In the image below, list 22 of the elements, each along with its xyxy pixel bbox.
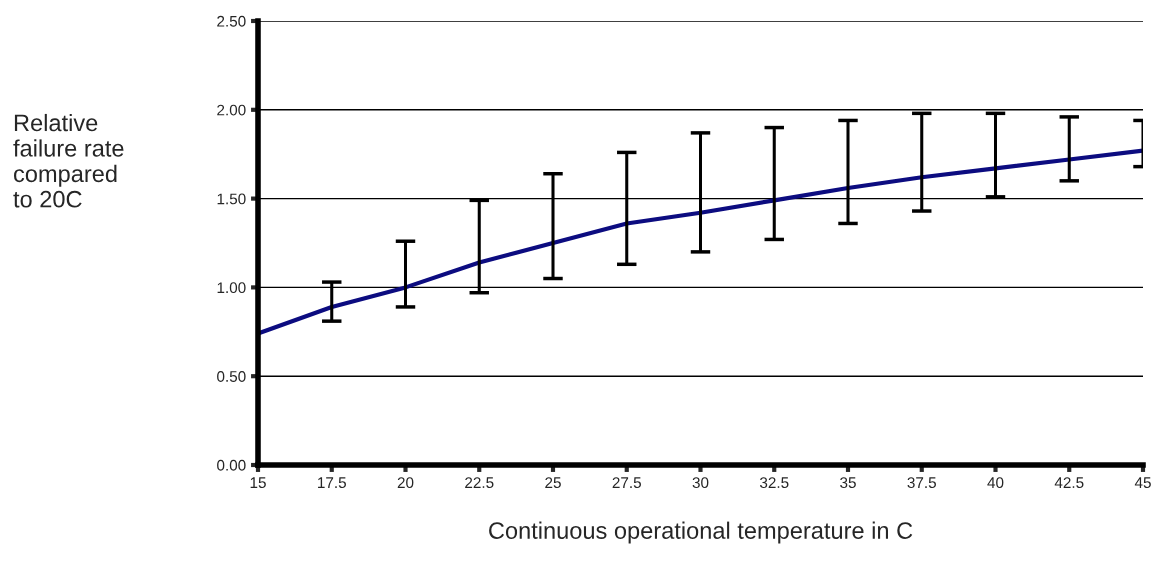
- x-tick-label: 37.5: [907, 477, 936, 489]
- x-axis-title: Continuous operational temperature in C: [489, 521, 913, 544]
- y-tick-label: 2.50: [217, 15, 246, 27]
- y-tick-label: 2.00: [217, 104, 246, 116]
- x-tick-label: 30: [692, 477, 709, 489]
- x-tick-label: 40: [987, 477, 1004, 489]
- x-tick-label: 17.5: [318, 477, 346, 489]
- x-tick-label: 20: [397, 477, 414, 489]
- y-tick-label: 1.50: [217, 193, 246, 205]
- x-tick-label: 35: [840, 477, 856, 489]
- y-tick-label: 0.50: [217, 371, 246, 382]
- y-axis-title: Relative failure rate compared to 20C: [13, 113, 124, 208]
- y-tick-label: 1.00: [217, 282, 246, 294]
- line-series: [258, 148, 1143, 336]
- x-tick-label: 42.5: [1054, 477, 1084, 489]
- x-tick-label: 22.5: [465, 477, 494, 489]
- x-tick-label: 45: [1134, 477, 1151, 489]
- x-tick-label: 32.5: [759, 477, 789, 489]
- x-tick-label: 25: [545, 477, 561, 489]
- y-tick-label: 0.00: [217, 459, 246, 471]
- x-tick-label: 15: [250, 477, 266, 489]
- x-tick-label: 27.5: [612, 477, 641, 489]
